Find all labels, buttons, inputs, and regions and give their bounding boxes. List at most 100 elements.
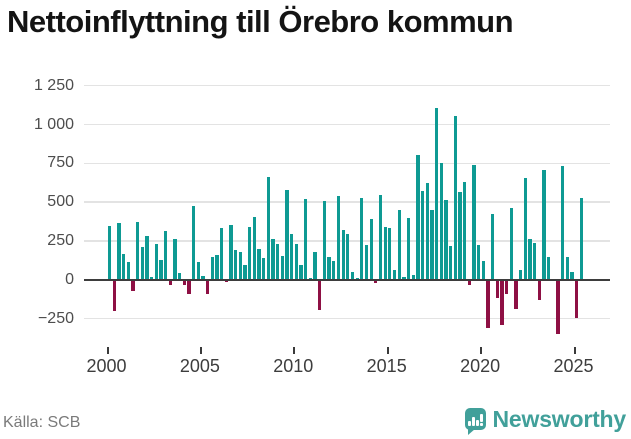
bar — [490, 213, 495, 280]
newsworthy-logo: Newsworthy — [464, 403, 627, 435]
chart-title: Nettoinflyttning till Örebro kommun — [7, 4, 514, 39]
bar — [266, 177, 271, 280]
bar — [481, 261, 485, 280]
bar — [322, 200, 327, 280]
bar — [346, 233, 350, 280]
bar — [476, 244, 481, 280]
bar — [336, 195, 341, 280]
bar — [313, 252, 317, 280]
bar — [145, 235, 149, 280]
bar — [504, 279, 509, 294]
y-axis-label: −250 — [37, 309, 74, 327]
bar — [448, 246, 453, 280]
bar — [304, 198, 308, 280]
bar — [369, 218, 373, 280]
x-axis-label: 2000 — [86, 356, 127, 376]
x-axis-tick — [293, 347, 296, 354]
bar — [546, 257, 551, 280]
bar — [210, 256, 215, 280]
bar — [378, 195, 383, 280]
bar — [159, 259, 163, 280]
newsworthy-logo-text: Newsworthy — [492, 405, 627, 432]
bar — [434, 108, 439, 280]
bar — [406, 218, 411, 280]
bar — [136, 222, 140, 280]
bar — [453, 115, 457, 280]
x-axis-tick — [106, 347, 109, 354]
x-axis-tick — [199, 347, 202, 354]
bar — [411, 274, 415, 280]
bar — [472, 164, 476, 280]
bar — [523, 177, 527, 280]
bar — [294, 243, 299, 280]
bar — [318, 279, 322, 311]
y-axis-label: 0 — [65, 270, 74, 288]
x-axis-label: 2005 — [179, 356, 220, 376]
bar — [486, 279, 490, 328]
bar — [332, 261, 336, 280]
bar — [229, 225, 233, 280]
logo-exclamation-dot-icon — [480, 423, 483, 426]
bar — [397, 209, 401, 280]
bar — [425, 182, 429, 280]
bar — [243, 265, 247, 280]
x-axis-label: 2020 — [460, 356, 501, 376]
bar — [560, 165, 565, 280]
bar — [509, 208, 513, 280]
bar — [439, 162, 443, 280]
y-axis-label: 750 — [47, 154, 74, 172]
bar — [570, 271, 574, 280]
bar — [252, 216, 257, 280]
bar — [201, 275, 205, 280]
bar — [276, 243, 280, 280]
bar — [350, 272, 355, 280]
y-axis-label: 1 000 — [33, 115, 74, 133]
bar — [248, 227, 252, 280]
bar — [383, 227, 387, 280]
bar — [430, 209, 434, 280]
bar — [140, 247, 144, 280]
bar — [556, 279, 560, 334]
bar — [575, 279, 579, 319]
bar — [565, 257, 569, 280]
logo-mini-bar-icon — [468, 421, 471, 426]
bar — [299, 264, 303, 280]
bar — [150, 276, 154, 280]
bar — [280, 256, 285, 280]
zero-line — [84, 278, 610, 282]
bar — [206, 279, 210, 294]
y-axis-label: 250 — [47, 231, 74, 249]
bar — [126, 262, 130, 280]
bar — [262, 258, 266, 280]
logo-exclamation-icon — [480, 413, 483, 422]
bar — [108, 226, 112, 280]
bar — [122, 254, 126, 280]
bar — [500, 279, 504, 325]
bar — [579, 198, 583, 280]
x-axis-label: 2025 — [553, 356, 594, 376]
y-axis-label: 500 — [47, 193, 74, 211]
bar — [388, 228, 392, 280]
bar — [271, 238, 275, 280]
bar — [234, 249, 238, 280]
bar — [178, 272, 182, 280]
bar — [360, 198, 364, 280]
gridline — [84, 123, 610, 126]
x-axis-tick — [386, 347, 389, 354]
bar — [420, 191, 425, 280]
bar — [518, 270, 523, 280]
x-axis-label: 2015 — [366, 356, 407, 376]
x-axis-tick — [573, 347, 576, 354]
bar — [458, 192, 462, 280]
bar — [196, 262, 201, 280]
bar — [290, 233, 294, 280]
bar — [528, 239, 532, 280]
bar — [220, 228, 224, 280]
bar — [462, 181, 467, 280]
logo-mini-bar-icon — [476, 420, 479, 426]
bar — [542, 169, 546, 280]
bar — [192, 206, 196, 280]
bar — [131, 279, 135, 292]
